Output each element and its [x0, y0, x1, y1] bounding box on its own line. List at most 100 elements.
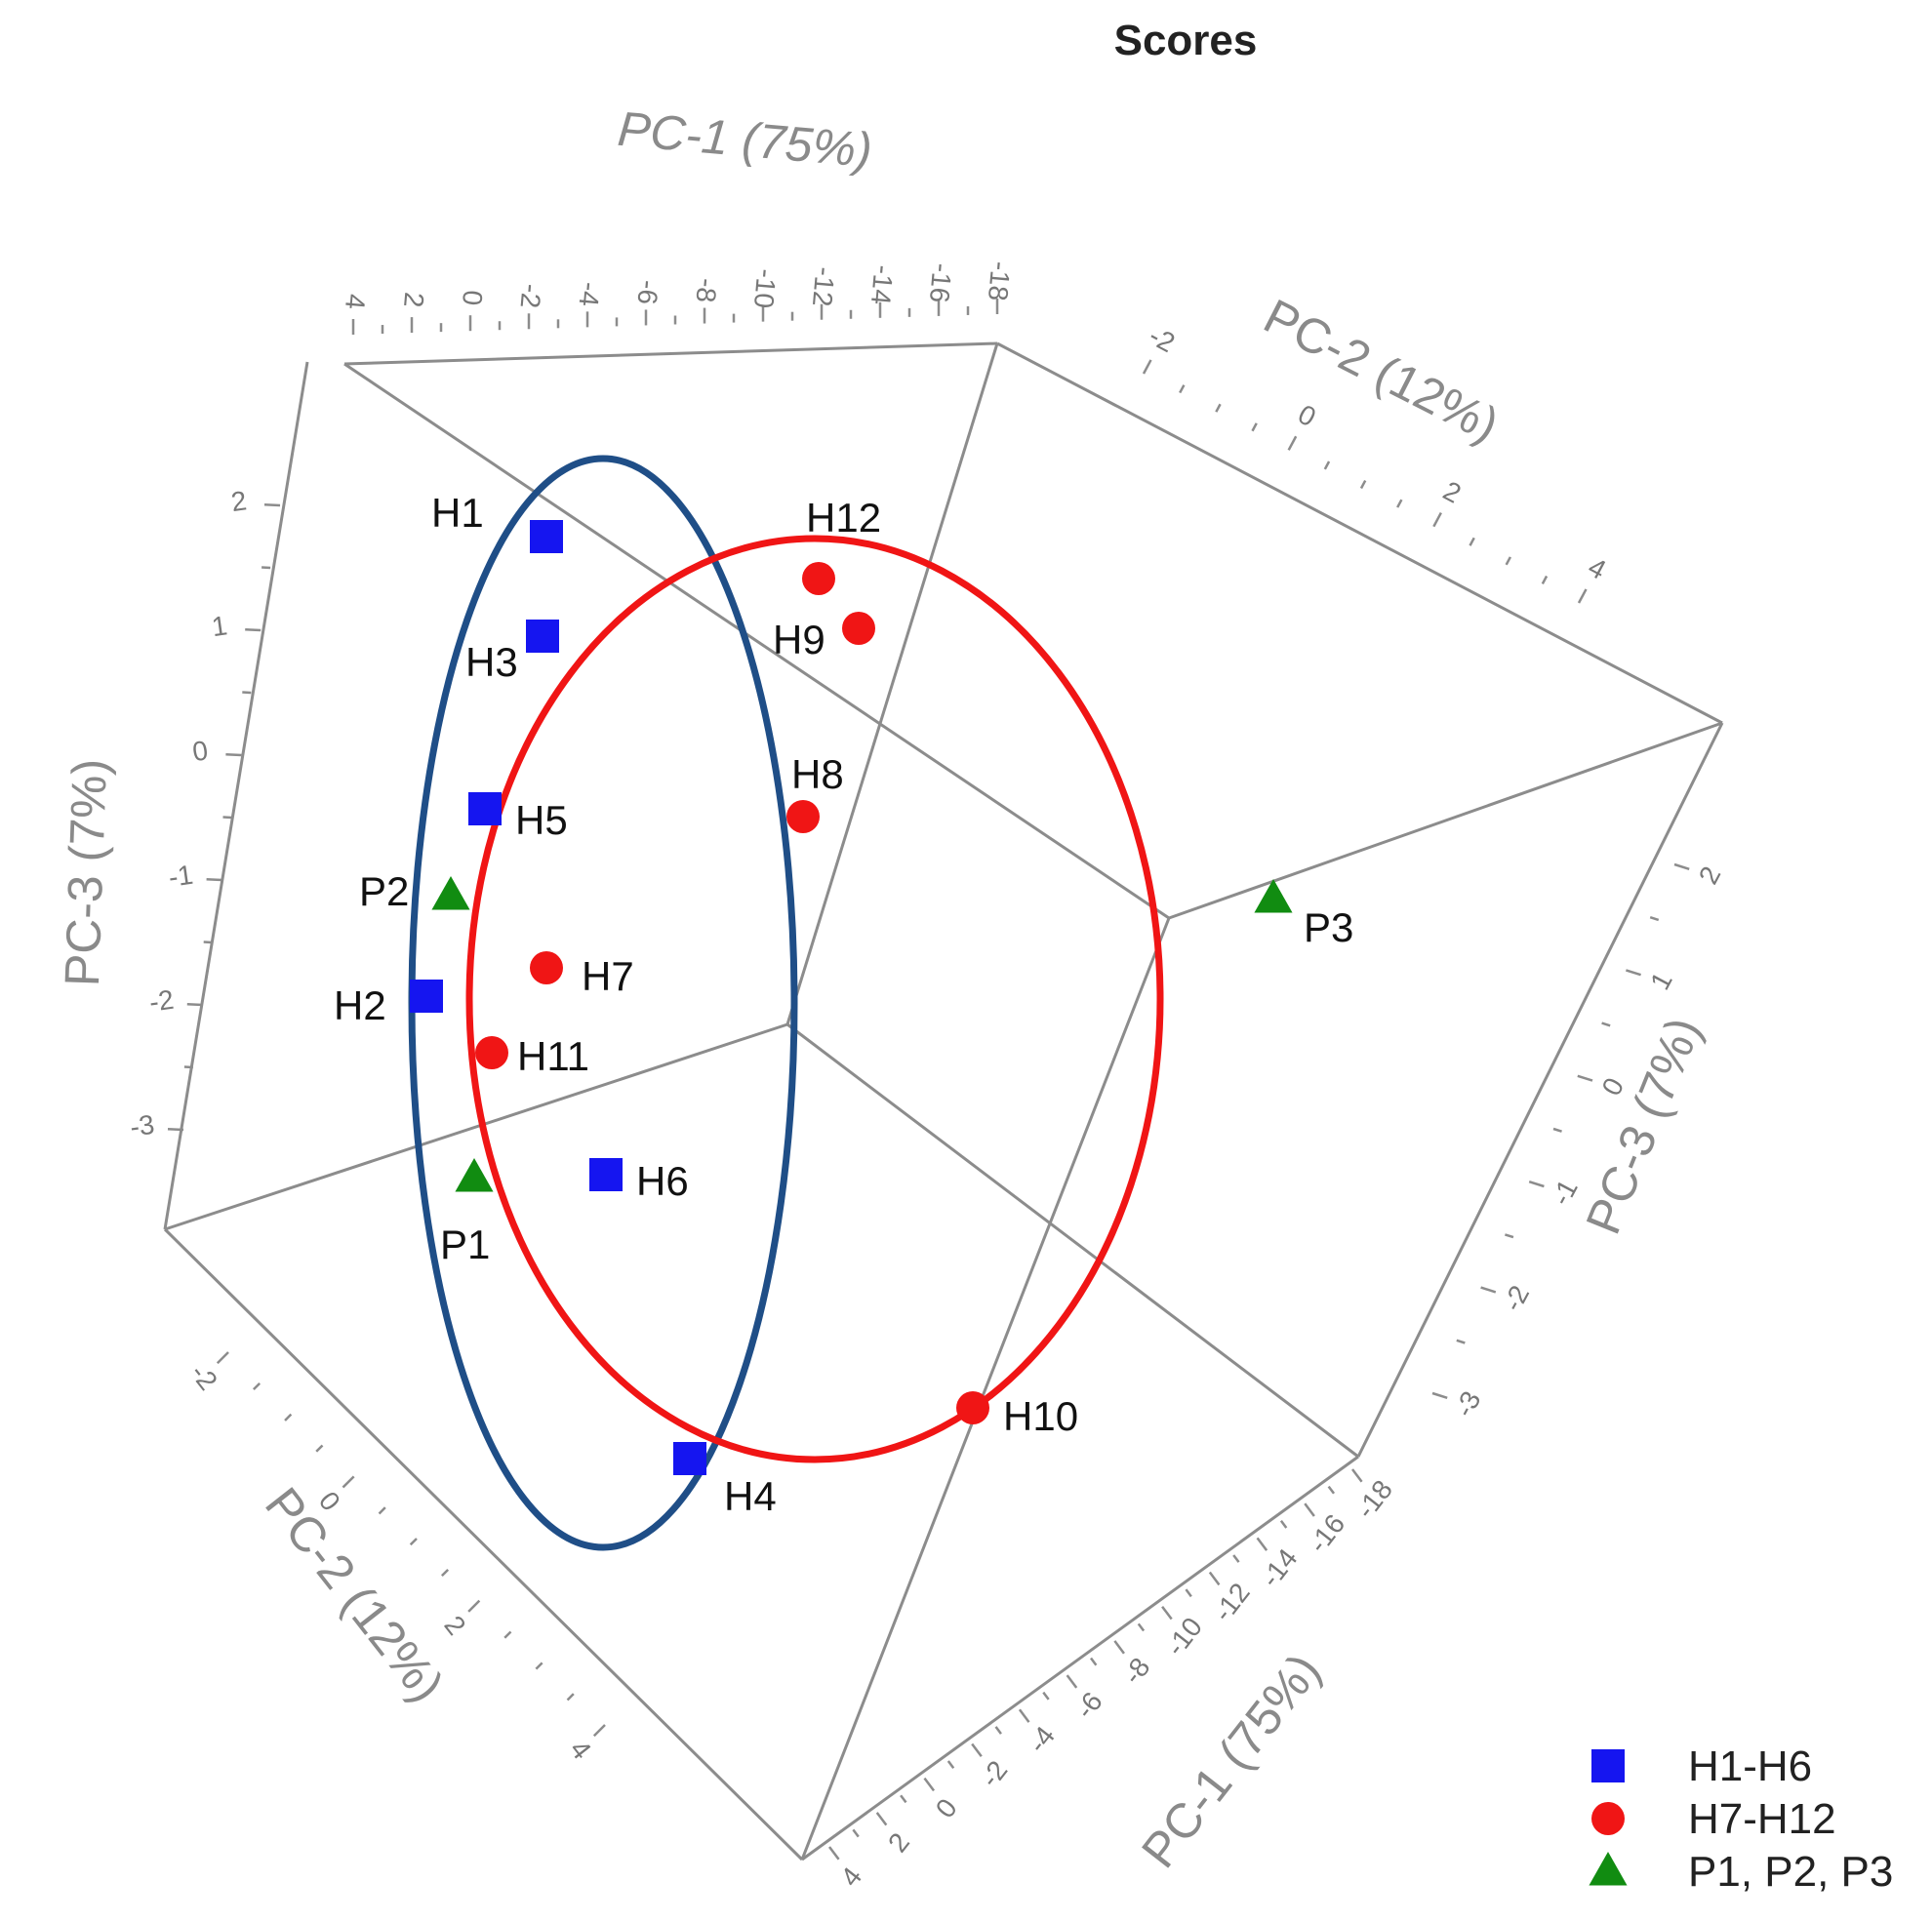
point-label-h2: H2 [334, 982, 386, 1028]
point-marker-p1 [455, 1157, 494, 1192]
pc1-bottom-tick [1185, 1588, 1192, 1598]
pc2-top-tick [1323, 460, 1331, 470]
pc3-right-tick [1649, 916, 1660, 922]
pc1-bottom-tick [827, 1846, 840, 1861]
cube-frame [163, 341, 1724, 1862]
pc2-bottom-tick [566, 1693, 575, 1702]
pc2-top-tick [1287, 435, 1298, 451]
point-marker-h7 [530, 951, 563, 984]
legend-label: H7-H12 [1688, 1795, 1836, 1843]
point-marker-h6 [589, 1158, 623, 1191]
point-label-h12: H12 [806, 495, 881, 541]
point-h2: H2 [334, 980, 443, 1028]
pc3-right-tick-label: -2 [1497, 1280, 1535, 1316]
pc3-right-tick [1552, 1127, 1562, 1133]
pc1-bottom-tick [900, 1794, 907, 1804]
pc1-bottom-tick-label: 0 [930, 1793, 963, 1823]
frame-inner-diagonal [343, 362, 1170, 920]
point-h1: H1 [431, 490, 563, 553]
frame-back-right [786, 1022, 1359, 1459]
pc2-top-tick-label: 0 [1293, 399, 1320, 433]
pc3-right-tick [1601, 1021, 1611, 1027]
frame-back-vertical [785, 342, 999, 1025]
point-label-h4: H4 [724, 1473, 777, 1519]
pc2-bottom-tick [592, 1724, 606, 1738]
point-label-h10: H10 [1003, 1393, 1078, 1439]
pc1-bottom-tick-label: 2 [882, 1827, 915, 1858]
point-label-h9: H9 [773, 617, 825, 662]
pc1-top-tick-label: -4 [574, 281, 606, 308]
pc1-top-tick-label: -10 [748, 267, 782, 309]
legend-label: H1-H6 [1688, 1742, 1812, 1790]
pc2-bottom-tick [503, 1630, 512, 1639]
pc3-right-tick-label: -3 [1449, 1386, 1487, 1422]
legend: H1-H6 H7-H12 P1, P2, P3 [1589, 1742, 1893, 1896]
pc1-bottom-tick [1279, 1520, 1288, 1529]
legend-item-2: P1, P2, P3 [1589, 1848, 1893, 1896]
pc2-bottom-tick [409, 1538, 418, 1546]
frame-edge-bottom-right [801, 1455, 1359, 1862]
point-marker-h1 [530, 520, 563, 553]
pc1-bottom-tick-label: -4 [1022, 1721, 1061, 1759]
pc3-left-tick [186, 1002, 203, 1007]
point-h3: H3 [465, 620, 559, 685]
pc3-right-tick-label: 1 [1644, 967, 1678, 994]
point-label-h11: H11 [517, 1033, 589, 1079]
pc1-bottom-tick [1327, 1485, 1336, 1495]
point-h6: H6 [589, 1158, 689, 1204]
pc2-top-tick [1432, 511, 1442, 528]
pc2-bottom-tick [315, 1444, 324, 1453]
frame-edge-bottom-left [163, 1227, 804, 1862]
pc1-bottom-tick-label: -12 [1207, 1578, 1255, 1627]
cluster-ellipse-h7-h12 [465, 535, 1164, 1463]
pc3-left-tick [263, 502, 281, 507]
frame-inner-right-top [1168, 721, 1723, 920]
point-h9: H9 [773, 612, 875, 662]
point-h5: H5 [468, 792, 568, 843]
pc1-top-tick-label: 2 [398, 291, 429, 308]
pc1-bottom-tick [1256, 1537, 1268, 1551]
point-h7: H7 [530, 951, 634, 999]
point-marker-h8 [786, 800, 820, 833]
point-label-h7: H7 [582, 953, 634, 999]
point-marker-p2 [431, 875, 470, 910]
frame-edge-top-right [996, 341, 1723, 725]
legend-label: P1, P2, P3 [1688, 1848, 1893, 1896]
pc3-right-tick-label: 2 [1693, 861, 1727, 889]
pc1-bottom-tick-label: 4 [834, 1862, 867, 1892]
pc1-top-tick-label: -8 [691, 277, 723, 304]
pc1-bottom-tick [994, 1726, 1002, 1735]
pc1-bottom-tick [1161, 1605, 1173, 1621]
pc3-right-tick [1673, 862, 1690, 870]
pc1-bottom-tick [1137, 1622, 1146, 1632]
legend-marker-triangle [1589, 1851, 1628, 1886]
pc1-top-tick-label: -18 [983, 260, 1016, 302]
point-marker-h3 [526, 620, 559, 653]
point-p2: P2 [359, 868, 470, 914]
pc2-top-tick-label: 4 [1584, 551, 1611, 585]
pc3-right-tick [1505, 1233, 1514, 1239]
pc1-top-tick-label: -6 [632, 279, 664, 306]
pc2-top-tick [1469, 537, 1475, 546]
point-h4: H4 [673, 1442, 777, 1519]
pc2-bottom-tick [440, 1568, 450, 1578]
frame-edge-left [163, 361, 309, 1230]
point-h12: H12 [802, 495, 881, 595]
legend-item-0: H1-H6 [1591, 1742, 1812, 1790]
frame-back-left [164, 1022, 788, 1231]
pc2-top-tick [1215, 403, 1222, 413]
pc3-left-tick [167, 1127, 184, 1132]
point-label-h6: H6 [636, 1158, 689, 1204]
score-points: H1 H3 H5 H2 H6 H4 H12 H9 H8 H7 H11 H10 P2 P1 P3 [334, 490, 1353, 1519]
pc3-left-tick [245, 627, 262, 632]
pc1-bottom-tick-label: -16 [1303, 1508, 1350, 1558]
pc2-top-tick [1577, 588, 1588, 604]
pc3-right-tick [1480, 1286, 1497, 1294]
pc1-bottom-tick [946, 1760, 955, 1769]
axis-title-pc2-top: PC-2 (12%) [1256, 289, 1508, 453]
pc2-bottom-tick [342, 1475, 355, 1489]
pc2-top-tick [1505, 556, 1511, 566]
pc1-bottom-tick [1208, 1571, 1221, 1586]
pc3-left-tick-label: 1 [210, 610, 229, 642]
